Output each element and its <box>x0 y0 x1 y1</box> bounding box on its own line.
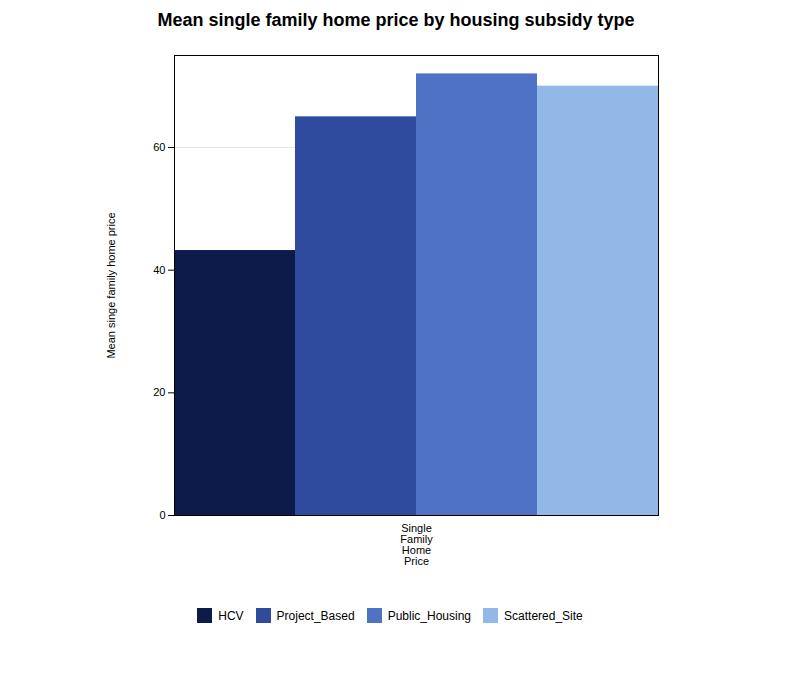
svg-text:Mean singe family home price: Mean singe family home price <box>105 212 117 358</box>
svg-text:60: 60 <box>153 141 165 153</box>
svg-text:20: 20 <box>153 386 165 398</box>
html-text:Scattered_Site: Scattered_Site <box>504 608 583 623</box>
svg-text:0: 0 <box>159 509 165 521</box>
svg-text:SingleFamilyHomePrice: SingleFamilyHomePrice <box>400 522 433 567</box>
html-text:Project_Based: Project_Based <box>276 608 355 623</box>
html-text:Public_Housing: Public_Housing <box>387 608 471 623</box>
html-text:Mean single family home price: Mean single family home price by housing… <box>157 10 635 30</box>
html-text:HCV: HCV <box>218 608 244 623</box>
svg-text:40: 40 <box>153 264 165 276</box>
